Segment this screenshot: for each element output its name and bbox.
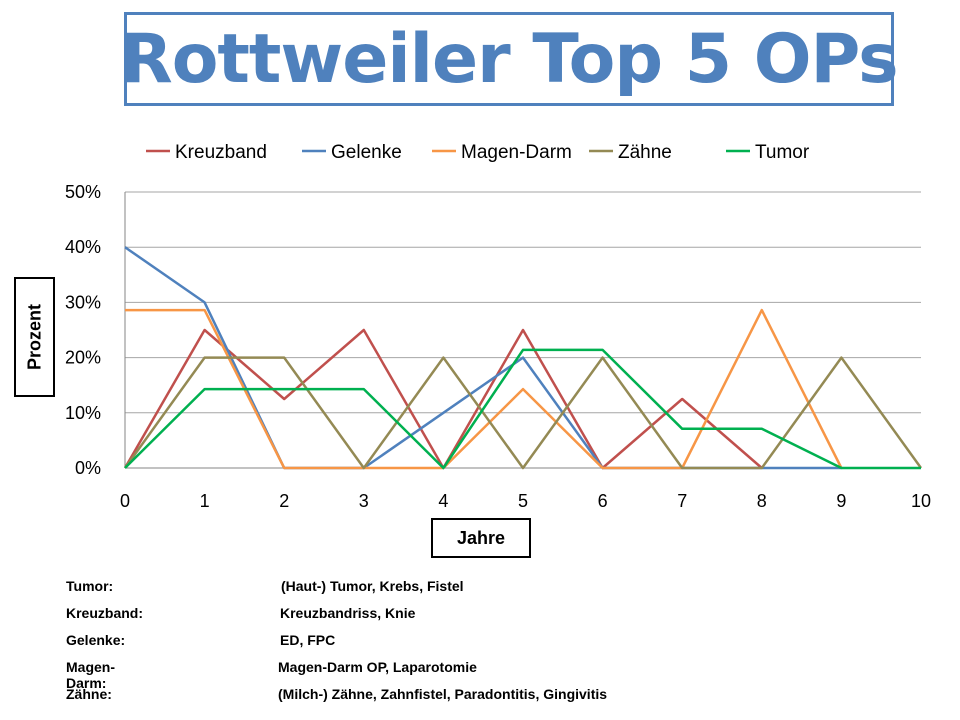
x-tick-label: 4 [438, 491, 448, 511]
note-value: ED, FPC [280, 632, 336, 648]
x-tick-label: 6 [598, 491, 608, 511]
y-tick-label: 20% [65, 348, 101, 368]
x-tick-label: 8 [757, 491, 767, 511]
y-tick-label: 50% [65, 182, 101, 202]
legend-label: Magen-Darm [461, 142, 572, 163]
x-tick-label: 0 [120, 491, 130, 511]
note-key: Tumor: [66, 578, 114, 594]
chart-title: Rottweiler Top 5 OPs [120, 19, 898, 99]
x-tick-label: 3 [359, 491, 369, 511]
legend-label: Tumor [755, 142, 810, 163]
note-key: Zähne: [66, 686, 112, 702]
title-box: Rottweiler Top 5 OPs [120, 12, 899, 106]
x-tick-label: 10 [911, 491, 931, 511]
x-axis-label: Jahre [456, 527, 506, 548]
note-key: Magen-Darm: [66, 659, 115, 691]
note-value: Magen-Darm OP, Laparotomie [278, 659, 477, 675]
x-tick-label: 2 [279, 491, 289, 511]
series-line-tumor [124, 348, 921, 470]
y-tick-label: 0% [75, 458, 101, 478]
x-tick-label: 7 [677, 491, 687, 511]
line-chart: 0% 10% 20% 30% 40% 50% 0 1 2 3 4 5 6 7 8 9 10 Kreuzband Ge… [65, 142, 931, 511]
note-value: Kreuzbandriss, Knie [280, 605, 416, 621]
y-tick-label: 10% [65, 403, 101, 423]
note-key: Kreuzband: [66, 605, 143, 621]
series-line-z-hne [123, 356, 923, 470]
y-axis-label: Prozent [24, 303, 44, 371]
legend-label: Kreuzband [175, 142, 267, 163]
y-tick-label: 40% [65, 237, 101, 257]
legend-label: Zähne [618, 142, 672, 163]
x-tick-label: 9 [836, 491, 846, 511]
legend-label: Gelenke [331, 142, 402, 163]
x-axis-label-box: Jahre [431, 518, 531, 558]
y-axis-label-box: Prozent [14, 277, 55, 397]
y-tick-label: 30% [65, 292, 101, 312]
note-value: (Milch-) Zähne, Zahnfistel, Paradontitis… [278, 686, 608, 702]
x-tick-label: 1 [200, 491, 210, 511]
note-key: Gelenke: [66, 632, 126, 648]
x-tick-label: 5 [518, 491, 528, 511]
note-value: (Haut-) Tumor, Krebs, Fistel [281, 578, 464, 594]
